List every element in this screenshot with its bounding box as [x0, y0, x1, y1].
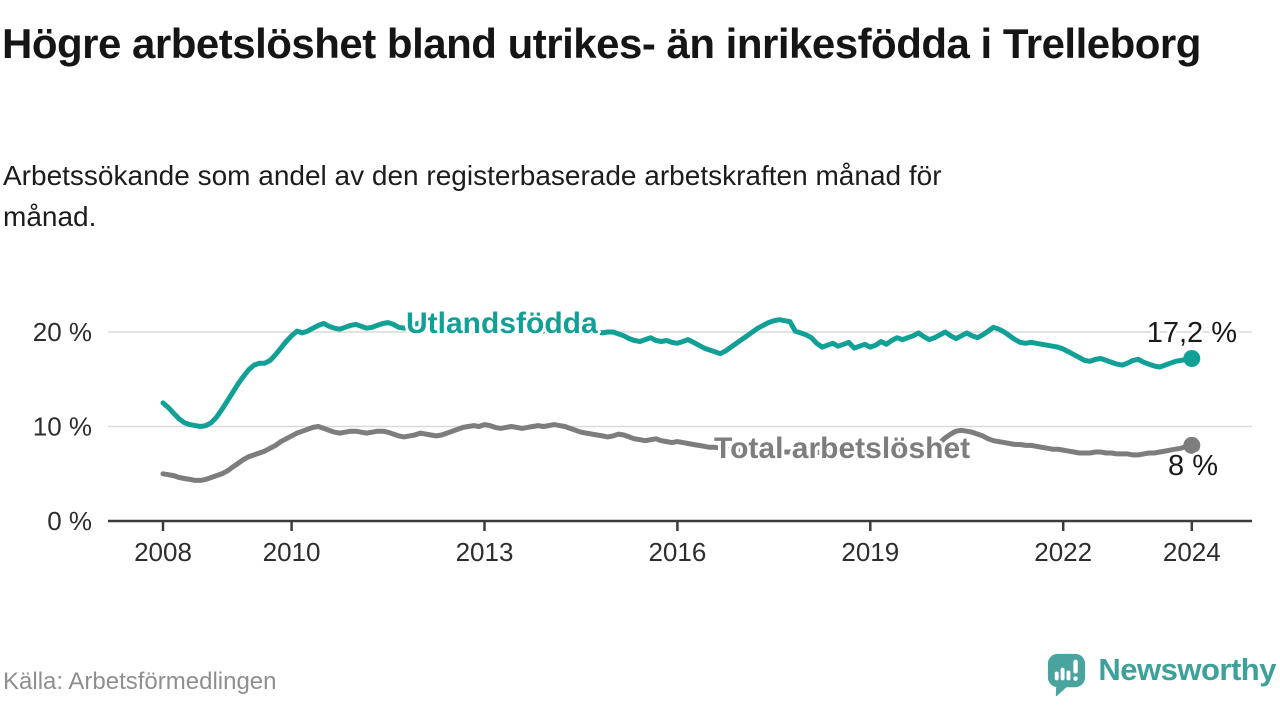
source-note: Källa: Arbetsförmedlingen [3, 668, 277, 695]
series-line-0 [160, 317, 1195, 429]
y-tick-label: 0 % [47, 506, 92, 536]
x-tick-label: 2008 [134, 537, 192, 567]
y-tick-label: 20 % [33, 317, 92, 347]
series-label-total-arbetsloshet: Total arbetslöshet [714, 432, 971, 465]
x-tick-label: 2024 [1163, 537, 1221, 567]
page-title: Högre arbetslöshet bland utrikes- än inr… [2, 20, 1201, 67]
x-tick-label: 2016 [648, 537, 706, 567]
y-tick-label: 10 % [33, 412, 92, 442]
newsworthy-chart-bubble-icon [1048, 653, 1086, 696]
series-end-dot-1 [1183, 436, 1201, 454]
x-tick-label: 2010 [263, 537, 321, 567]
series-label-utlandsfodda: Utlandsfödda [406, 307, 598, 340]
end-value-label-total: 8 % [1168, 450, 1218, 482]
end-value-label-utlandsfodda: 17,2 % [1146, 317, 1237, 349]
series-line-1 [160, 422, 1195, 483]
x-tick-label: 2019 [841, 537, 899, 567]
x-tick-label: 2022 [1034, 537, 1092, 567]
newsworthy-logo: Newsworthy [1043, 649, 1276, 696]
page-subtitle: Arbetssökande som andel av den registerb… [3, 160, 942, 232]
x-tick-label: 2013 [456, 537, 514, 567]
series-end-dot-0 [1183, 350, 1201, 367]
newsworthy-wordmark: Newsworthy [1098, 651, 1276, 687]
